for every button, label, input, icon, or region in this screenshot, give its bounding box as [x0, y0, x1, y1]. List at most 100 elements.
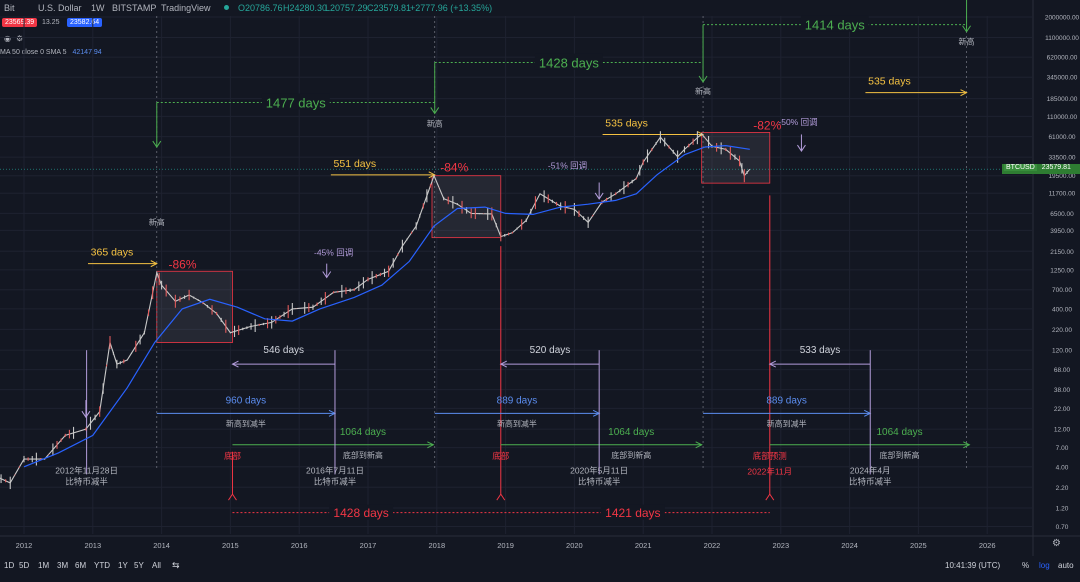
timeframe-5y[interactable]: 5Y: [134, 561, 144, 570]
cycle-annotations: [0, 0, 1032, 514]
bottom-label: 底部预测: [753, 451, 787, 461]
x-tick-label: 2016: [291, 541, 308, 550]
timeframe-3m[interactable]: 3M: [57, 561, 69, 570]
bottom-to-high-caption: 底部到新高: [611, 450, 651, 460]
y-tick-label: 1250.00: [1050, 267, 1074, 274]
pre-top-span-head: [150, 260, 158, 268]
axes: 2000000.00 1100000.00 620000.00 345000.00 18…: [0, 0, 1080, 556]
timeframe-1y[interactable]: 1Y: [118, 561, 128, 570]
timeframe-1d[interactable]: 1D: [4, 561, 15, 570]
y-tick-label: 620000.00: [1047, 55, 1078, 62]
settings-gear-icon[interactable]: ⚙: [16, 34, 24, 43]
y-tick-label: 2.20: [1056, 485, 1069, 492]
bottom-to-high-days: 1064 days: [340, 427, 386, 438]
ohlc-high: H24280.30: [283, 3, 328, 13]
pullback-arrow-head: [594, 192, 604, 200]
visibility-eye-icon[interactable]: ◉: [4, 34, 11, 43]
cycle-top-days: 1428 days: [539, 56, 599, 71]
exchange-label: BITSTAMP: [112, 3, 157, 13]
bottom-arrow-head: [228, 493, 237, 501]
y-tick-label: 400.00: [1052, 306, 1072, 313]
last-price-tag: BTCUSD 23579.81: [1002, 164, 1080, 175]
percent-scale-toggle[interactable]: %: [1022, 561, 1030, 570]
date-range-icon[interactable]: ⇆: [172, 560, 180, 570]
y-tick-label: 120.00: [1052, 348, 1072, 355]
pre-top-days: 535 days: [868, 76, 911, 88]
ohlc-close: C23579.81: [367, 3, 412, 13]
bottom-arrow-head: [765, 493, 775, 501]
bottom-to-high-days: 1064 days: [876, 427, 922, 438]
bottom-to-halving-days: 533 days: [800, 345, 841, 356]
x-tick-label: 2017: [360, 541, 377, 550]
pullback-label: -45% 回调: [314, 248, 353, 258]
x-tick-label: 2019: [497, 541, 514, 550]
y-tick-label: 61000.00: [1048, 134, 1075, 141]
x-tick-label: 2026: [979, 541, 996, 550]
y-tick-label: 6500.00: [1050, 211, 1074, 218]
bottom-arrow-head: [496, 493, 506, 501]
y-tick-label: 700.00: [1052, 287, 1072, 294]
price-tag-symbol: BTCUSD: [1004, 164, 1037, 172]
timeframe-5d[interactable]: 5D: [19, 561, 30, 570]
y-tick-label: 12.00: [1054, 427, 1071, 434]
pullback-label: -51% 回调: [548, 161, 587, 171]
y-tick-label: 22.00: [1054, 406, 1071, 413]
symbol-name[interactable]: Bit: [4, 3, 15, 13]
price-series: [0, 131, 751, 490]
auto-scale-toggle[interactable]: auto: [1058, 561, 1074, 570]
utc-clock[interactable]: 10:41:39 (UTC): [945, 561, 1001, 570]
y-tick-label: 19500.00: [1048, 173, 1075, 180]
grid-lines: [0, 16, 1032, 534]
high-to-halving-caption: 新高到减半: [226, 418, 266, 428]
y-tick-label: 345000.00: [1047, 75, 1078, 82]
pre-top-span-head: [960, 89, 968, 97]
high-to-halving-caption: 新高到减半: [767, 418, 807, 428]
chart-settings-icon[interactable]: ⚙: [1052, 538, 1061, 549]
new-high-label: 新高: [695, 86, 711, 96]
y-tick-label: 68.00: [1054, 367, 1071, 374]
source-label: TradingView: [161, 3, 211, 13]
bottom-to-high-span-head: [695, 441, 703, 449]
halving-caption: 比特币减半: [65, 476, 108, 486]
sell-price-button[interactable]: 23569.39: [2, 18, 38, 27]
pre-top-days: 551 days: [334, 158, 377, 170]
timeframe-ytd[interactable]: YTD: [94, 561, 110, 570]
interval-label[interactable]: 1W: [91, 3, 105, 13]
timeframe-all[interactable]: All: [152, 561, 161, 570]
y-tick-label: 2000000.00: [1045, 15, 1080, 22]
timeframe-6m[interactable]: 6M: [75, 561, 87, 570]
x-tick-label: 2015: [222, 541, 239, 550]
timeframe-1m[interactable]: 1M: [38, 561, 50, 570]
y-tick-label: 220.00: [1052, 327, 1072, 334]
x-tick-label: 2022: [704, 541, 721, 550]
y-tick-label: 4.00: [1056, 464, 1069, 471]
drawdown-percent-label: -84%: [440, 161, 468, 175]
bottom-to-high-caption: 底部到新高: [880, 450, 920, 460]
new-high-label: 新高: [149, 217, 165, 227]
x-tick-label: 2014: [153, 541, 170, 550]
bottom-to-high-days: 1064 days: [608, 427, 654, 438]
halving-date: 2012年11月28日: [55, 465, 118, 475]
x-tick-label: 2020: [566, 541, 583, 550]
ma-indicator-legend[interactable]: MA 50 close 0 SMA 5 42147.94: [0, 49, 102, 56]
label-bg: [600, 504, 665, 520]
bottom-to-high-span-head: [427, 441, 435, 449]
log-scale-toggle[interactable]: log: [1039, 561, 1050, 570]
bottom-to-halving-span-head: [768, 360, 777, 368]
buy-price-button[interactable]: 23582.64: [67, 18, 103, 27]
bottom-label: 底部: [492, 451, 510, 461]
pre-top-days: 365 days: [91, 247, 134, 259]
bottom-to-halving-days: 520 days: [530, 345, 571, 356]
drawdown-box: [431, 175, 502, 239]
halving-date: 2024年4月: [850, 465, 891, 475]
chart-header: Bit U.S. Dollar 1W BITSTAMP TradingView …: [0, 0, 1040, 16]
pullback-arrow-head: [797, 144, 806, 152]
y-tick-label: 33500.00: [1048, 155, 1075, 162]
new-high-label: 新高: [959, 36, 975, 46]
label-bg: [800, 15, 869, 32]
high-to-halving-days: 889 days: [497, 395, 538, 406]
y-tick-label: 110000.00: [1047, 114, 1078, 121]
currency-label: U.S. Dollar: [38, 3, 82, 13]
